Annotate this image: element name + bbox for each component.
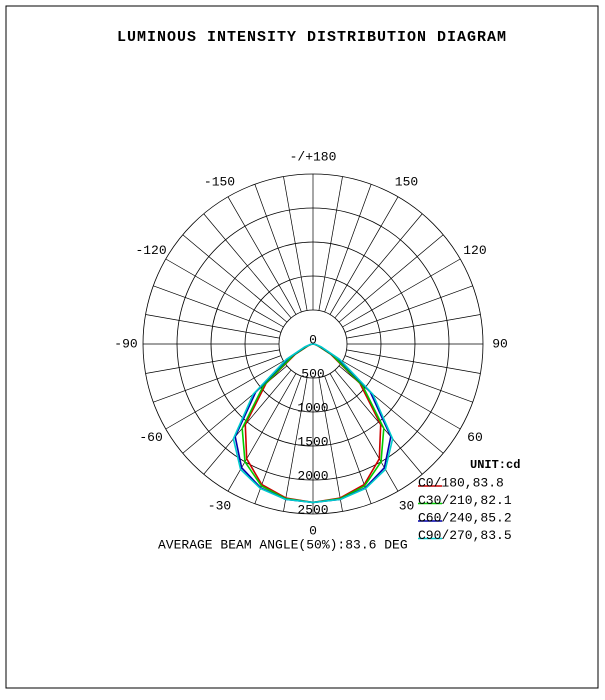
series-line bbox=[232, 343, 394, 504]
grid-circle bbox=[210, 241, 416, 447]
annotation: AVERAGE BEAM ANGLE(50%):83.6 DEG bbox=[158, 537, 408, 552]
angle-tick-label: -/+180 bbox=[290, 149, 337, 164]
legend-label: C30/210,82.1 bbox=[418, 493, 512, 508]
angle-tick-label: 60 bbox=[467, 430, 483, 445]
angle-tick-label: 90 bbox=[492, 336, 508, 351]
grid-circle bbox=[244, 275, 382, 413]
radial-tick-label: 1000 bbox=[297, 400, 328, 415]
radial-tick-label: 500 bbox=[301, 366, 324, 381]
radial-tick-label: 1500 bbox=[297, 434, 328, 449]
angle-tick-label: 150 bbox=[395, 174, 418, 189]
legend-label: C60/240,85.2 bbox=[418, 510, 512, 525]
angle-tick-label: -60 bbox=[139, 430, 162, 445]
radial-tick-label: 2000 bbox=[297, 468, 328, 483]
grid-circle bbox=[176, 207, 450, 481]
angle-tick-label: 120 bbox=[463, 243, 486, 258]
chart-title: LUMINOUS INTENSITY DISTRIBUTION DIAGRAM bbox=[117, 29, 507, 46]
angle-tick-label: -30 bbox=[208, 498, 231, 513]
legend-label: C0/180,83.8 bbox=[418, 475, 504, 490]
grid-circle bbox=[142, 173, 484, 515]
angle-tick-label: 0 bbox=[309, 523, 317, 538]
grid-circle bbox=[278, 309, 348, 379]
angle-tick-label: -90 bbox=[114, 336, 137, 351]
radial-tick-label: 0 bbox=[309, 332, 317, 347]
angle-tick-label: 30 bbox=[399, 498, 415, 513]
radial-tick-label: 2500 bbox=[297, 502, 328, 517]
angle-tick-label: -120 bbox=[135, 243, 166, 258]
angle-tick-label: -150 bbox=[204, 174, 235, 189]
frame bbox=[5, 5, 599, 689]
unit-label: UNIT:cd bbox=[470, 458, 520, 472]
legend-label: C90/270,83.5 bbox=[418, 528, 512, 543]
